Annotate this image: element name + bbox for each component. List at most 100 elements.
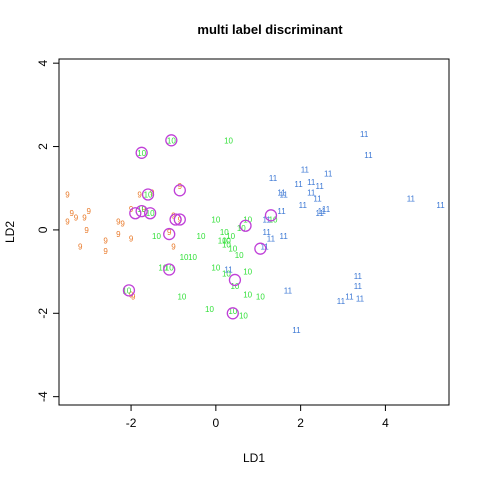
point-label-10: 10 bbox=[222, 236, 231, 245]
point-label-11: 11 bbox=[318, 207, 327, 216]
point-label-10: 10 bbox=[177, 293, 186, 302]
point-label-9: 9 bbox=[171, 211, 176, 220]
highlight-circle bbox=[129, 207, 142, 220]
y-tick-label: -4 bbox=[36, 391, 50, 402]
x-tick-label: 0 bbox=[213, 416, 220, 430]
x-tick-label: 2 bbox=[297, 416, 304, 430]
point-label-11: 11 bbox=[436, 201, 445, 210]
point-label-11: 11 bbox=[307, 178, 316, 187]
point-label-9: 9 bbox=[171, 243, 176, 252]
point-label-10: 10 bbox=[165, 263, 174, 272]
point-label-10: 10 bbox=[180, 253, 189, 262]
point-label-10: 10 bbox=[220, 228, 229, 237]
y-tick-label: 4 bbox=[36, 60, 50, 67]
highlight-circle bbox=[165, 134, 178, 147]
point-label-10: 10 bbox=[211, 263, 220, 272]
point-label-10: 10 bbox=[137, 205, 146, 214]
point-label-10: 10 bbox=[205, 305, 214, 314]
point-label-9: 9 bbox=[86, 207, 91, 216]
x-axis: -2 0 2 4 bbox=[126, 405, 389, 430]
highlight-circles bbox=[122, 134, 278, 320]
point-label-9: 9 bbox=[103, 247, 108, 256]
point-label-11: 11 bbox=[294, 180, 303, 189]
point-label-11: 11 bbox=[407, 195, 416, 204]
point-label-10: 10 bbox=[152, 232, 161, 241]
point-label-10: 10 bbox=[228, 245, 237, 254]
y-tick-label: -2 bbox=[36, 308, 50, 319]
point-label-9: 9 bbox=[120, 220, 125, 229]
point-label-10: 10 bbox=[243, 215, 252, 224]
point-label-9: 9 bbox=[65, 218, 70, 227]
plot-frame bbox=[58, 58, 450, 406]
point-label-11: 11 bbox=[364, 151, 373, 160]
highlight-circle bbox=[264, 209, 278, 222]
point-label-11: 11 bbox=[280, 190, 289, 199]
point-label-11: 11 bbox=[316, 182, 325, 191]
point-label-9: 9 bbox=[178, 182, 183, 191]
point-label-11: 11 bbox=[345, 293, 354, 302]
highlight-circle bbox=[239, 219, 252, 232]
point-label-9: 9 bbox=[74, 213, 79, 222]
point-label-11: 11 bbox=[354, 282, 363, 291]
point-label-10: 10 bbox=[222, 241, 231, 250]
highlight-circle bbox=[163, 263, 176, 276]
point-label-10: 10 bbox=[122, 286, 131, 295]
point-label-11: 11 bbox=[354, 272, 363, 281]
y-axis-label: LD2 bbox=[3, 221, 17, 243]
point-label-10: 10 bbox=[218, 236, 227, 245]
point-label-11: 11 bbox=[360, 130, 369, 139]
highlight-circle bbox=[169, 213, 182, 226]
point-label-9: 9 bbox=[69, 209, 74, 218]
point-label-10: 10 bbox=[243, 268, 252, 277]
highlight-circle bbox=[226, 307, 239, 320]
point-label-9: 9 bbox=[129, 234, 134, 243]
point-label-10: 10 bbox=[243, 291, 252, 300]
point-label-9: 9 bbox=[167, 228, 172, 237]
highlight-circle bbox=[122, 284, 136, 297]
highlight-circle bbox=[141, 188, 155, 201]
point-label-11: 11 bbox=[356, 295, 365, 304]
point-label-11: 11 bbox=[299, 201, 308, 210]
highlight-circle bbox=[135, 146, 148, 159]
point-label-11: 11 bbox=[337, 297, 346, 306]
point-label-9: 9 bbox=[84, 226, 89, 235]
highlight-circle bbox=[173, 184, 186, 197]
point-label-11: 11 bbox=[307, 188, 316, 197]
point-label-11: 11 bbox=[224, 266, 233, 275]
y-axis: -4 -2 0 2 4 bbox=[36, 60, 59, 402]
point-label-10: 10 bbox=[224, 136, 233, 145]
point-label-10: 10 bbox=[256, 293, 265, 302]
point-label-9: 9 bbox=[116, 218, 121, 227]
x-tick-label: 4 bbox=[382, 416, 389, 430]
point-label-11: 11 bbox=[292, 326, 301, 335]
point-label-11: 11 bbox=[316, 209, 325, 218]
point-label-10: 10 bbox=[228, 307, 237, 316]
point-label-11: 11 bbox=[269, 174, 278, 183]
point-label-11: 11 bbox=[284, 286, 293, 295]
highlight-circle bbox=[173, 213, 186, 226]
point-label-9: 9 bbox=[178, 215, 183, 224]
point-label-11: 11 bbox=[267, 234, 276, 243]
point-label-9: 9 bbox=[65, 190, 70, 199]
x-tick-label: -2 bbox=[126, 416, 137, 430]
point-label-9: 9 bbox=[116, 230, 121, 239]
point-label-11: 11 bbox=[313, 195, 322, 204]
point-label-9: 9 bbox=[150, 188, 155, 197]
point-label-9: 9 bbox=[131, 293, 136, 302]
point-label-10: 10 bbox=[237, 224, 246, 233]
point-label-10: 10 bbox=[167, 136, 176, 145]
point-label-9: 9 bbox=[103, 236, 108, 245]
x-axis-label: LD1 bbox=[243, 451, 265, 465]
point-label-11: 11 bbox=[277, 207, 286, 216]
chart-title: multi label discriminant bbox=[197, 22, 343, 37]
highlight-circle bbox=[254, 242, 267, 255]
point-label-10: 10 bbox=[188, 253, 197, 262]
point-label-10: 10 bbox=[235, 251, 244, 260]
point-label-11: 11 bbox=[301, 165, 310, 174]
point-label-9: 9 bbox=[78, 243, 83, 252]
point-label-10: 10 bbox=[230, 282, 239, 291]
point-label-10: 10 bbox=[197, 232, 206, 241]
point-label-11: 11 bbox=[263, 228, 272, 237]
